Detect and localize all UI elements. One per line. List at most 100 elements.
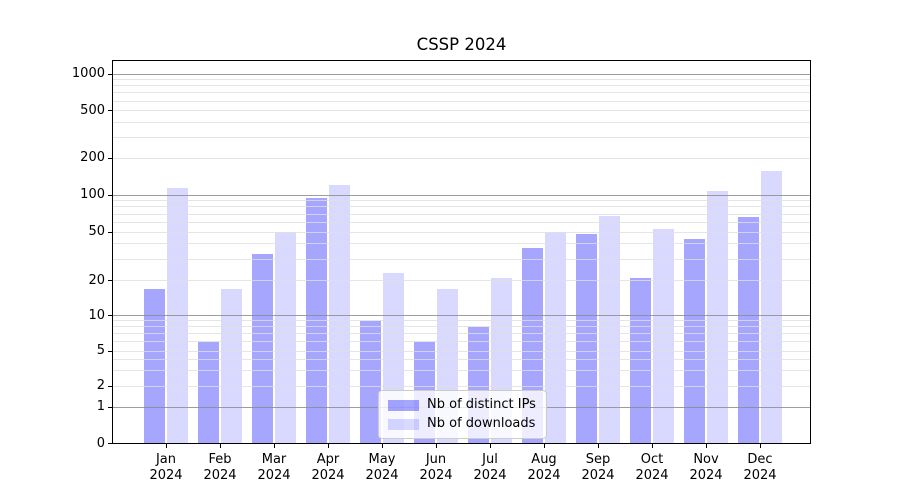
minor-gridline <box>113 243 810 245</box>
y-tick-label: 2 <box>96 378 105 393</box>
bar-downloads-oct <box>653 228 674 444</box>
bar-downloads-aug <box>545 232 566 444</box>
x-tick-mark <box>381 444 383 448</box>
x-tick-year: 2024 <box>149 468 183 483</box>
x-tick-mark <box>597 444 599 448</box>
minor-gridline <box>113 221 810 223</box>
minor-gridline <box>113 200 810 202</box>
x-tick-year: 2024 <box>311 468 345 483</box>
bar-distinct-ips-dec <box>738 217 759 444</box>
x-tick-mark <box>543 444 545 448</box>
x-tick-label: Jul 2024 <box>463 452 517 484</box>
x-tick-month: May <box>368 452 396 467</box>
bar-downloads-nov <box>707 190 728 444</box>
minor-gridline <box>113 333 810 335</box>
x-tick-year: 2024 <box>743 468 777 483</box>
minor-gridline <box>113 385 810 387</box>
bar-downloads-mar <box>275 232 296 444</box>
y-tick-label: 50 <box>88 224 105 239</box>
minor-gridline <box>113 359 810 361</box>
minor-gridline <box>113 326 810 328</box>
x-tick-month: Mar <box>261 452 287 467</box>
y-tick-mark <box>108 73 112 75</box>
bar-distinct-ips-nov <box>684 238 705 444</box>
y-tick-label: 0 <box>96 435 105 451</box>
x-tick-mark <box>219 444 221 448</box>
y-tick-mark <box>108 231 112 233</box>
bar-distinct-ips-feb <box>198 341 219 444</box>
minor-gridline <box>113 370 810 371</box>
x-tick-label: Jan 2024 <box>139 452 193 484</box>
y-tick-label: 20 <box>88 272 105 288</box>
x-tick-label: Mar 2024 <box>247 452 301 484</box>
y-tick-mark <box>108 194 112 196</box>
minor-gridline <box>113 92 810 94</box>
x-tick-month: Apr <box>316 452 340 467</box>
minor-gridline <box>113 320 810 322</box>
x-tick-year: 2024 <box>689 468 723 483</box>
minor-gridline <box>113 136 810 138</box>
x-tick-year: 2024 <box>635 468 669 483</box>
x-tick-mark <box>759 444 761 448</box>
x-tick-mark <box>705 444 707 448</box>
y-tick-label: 5 <box>96 343 105 358</box>
bar-distinct-ips-sep <box>576 234 597 444</box>
x-tick-mark <box>489 444 491 448</box>
x-tick-mark <box>165 444 167 448</box>
legend-label-distinct-ips: Nb of distinct IPs <box>427 397 536 412</box>
y-tick-label: 1000 <box>71 66 105 81</box>
legend-item-downloads: Nb of downloads <box>388 416 536 432</box>
y-tick-mark <box>108 280 112 281</box>
y-tick-label: 200 <box>80 150 105 166</box>
y-tick-mark <box>108 157 112 159</box>
bar-downloads-dec <box>761 170 782 444</box>
x-tick-year: 2024 <box>581 468 615 483</box>
x-tick-label: Aug 2024 <box>517 452 571 484</box>
x-tick-year: 2024 <box>257 468 291 483</box>
x-tick-mark <box>435 444 437 448</box>
minor-gridline <box>113 350 810 352</box>
x-tick-month: Jan <box>155 452 177 467</box>
chart-title: CSSP 2024 <box>416 35 507 54</box>
minor-gridline <box>113 85 810 87</box>
bar-downloads-sep <box>599 215 620 444</box>
legend-swatch-distinct-ips <box>388 399 419 411</box>
y-tick-label: 500 <box>80 102 105 118</box>
y-tick-label: 10 <box>88 307 105 323</box>
minor-gridline <box>113 100 810 102</box>
y-tick-mark <box>108 350 112 352</box>
minor-gridline <box>113 341 810 343</box>
x-tick-month: Nov <box>693 452 719 467</box>
legend-label-downloads: Nb of downloads <box>427 416 536 431</box>
x-tick-label: Dec 2024 <box>733 452 787 484</box>
x-tick-label: Nov 2024 <box>679 452 733 484</box>
bar-distinct-ips-may <box>360 320 381 444</box>
x-tick-month: Dec <box>747 452 773 467</box>
y-tick-mark <box>108 110 112 112</box>
bar-distinct-ips-oct <box>630 277 651 444</box>
legend: Nb of distinct IPs Nb of downloads <box>378 390 547 439</box>
x-tick-month: Jul <box>482 452 498 467</box>
x-tick-month: Sep <box>585 452 611 467</box>
y-tick-mark <box>108 385 112 387</box>
x-tick-mark <box>651 444 653 448</box>
x-tick-month: Aug <box>531 452 557 467</box>
minor-gridline <box>113 231 810 233</box>
y-tick-mark <box>108 315 112 316</box>
bar-distinct-ips-mar <box>252 253 273 444</box>
legend-swatch-downloads <box>388 418 419 430</box>
x-tick-label: Jun 2024 <box>409 452 463 484</box>
y-tick-label: 1 <box>96 399 105 415</box>
x-tick-month: Jun <box>425 452 447 467</box>
minor-gridline <box>113 280 810 281</box>
x-tick-month: Feb <box>208 452 232 467</box>
major-gridline <box>113 194 810 196</box>
x-tick-label: Oct 2024 <box>625 452 679 484</box>
minor-gridline <box>113 258 810 260</box>
x-tick-label: May 2024 <box>355 452 409 484</box>
minor-gridline <box>113 206 810 208</box>
x-tick-mark <box>327 444 329 448</box>
x-tick-label: Apr 2024 <box>301 452 355 484</box>
x-tick-year: 2024 <box>527 468 561 483</box>
